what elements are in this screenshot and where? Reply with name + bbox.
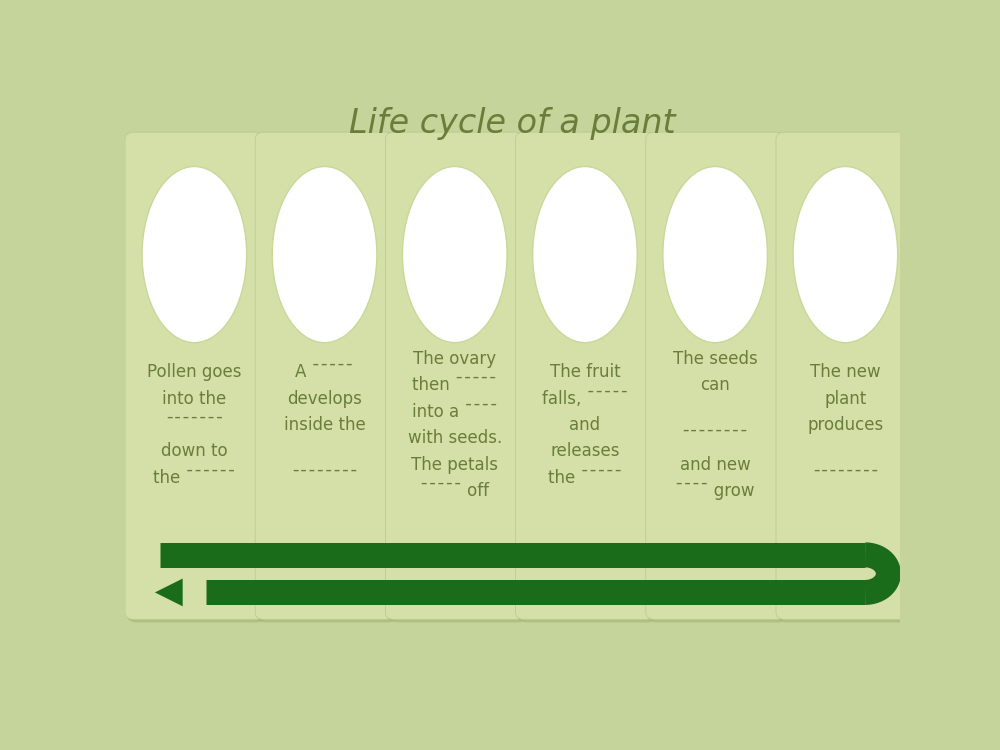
Ellipse shape xyxy=(533,166,637,343)
Text: Pollen goes
into the
¯¯¯¯¯¯¯
down to
the ¯¯¯¯¯¯: Pollen goes into the ¯¯¯¯¯¯¯ down to the… xyxy=(147,363,242,487)
Text: Life cycle of a plant: Life cycle of a plant xyxy=(349,107,676,140)
Text: The fruit
falls, ¯¯¯¯¯
and
releases
the ¯¯¯¯¯: The fruit falls, ¯¯¯¯¯ and releases the … xyxy=(542,363,628,487)
Text: A ¯¯¯¯¯
develops
inside the

¯¯¯¯¯¯¯¯: A ¯¯¯¯¯ develops inside the ¯¯¯¯¯¯¯¯ xyxy=(284,363,365,487)
FancyBboxPatch shape xyxy=(385,132,524,620)
Ellipse shape xyxy=(793,166,898,343)
Text: The seeds
can

¯¯¯¯¯¯¯¯
and new
¯¯¯¯ grow: The seeds can ¯¯¯¯¯¯¯¯ and new ¯¯¯¯ grow xyxy=(673,350,758,500)
Ellipse shape xyxy=(402,166,507,343)
FancyBboxPatch shape xyxy=(648,135,787,622)
FancyBboxPatch shape xyxy=(127,135,266,622)
FancyBboxPatch shape xyxy=(258,135,396,622)
FancyBboxPatch shape xyxy=(125,132,264,620)
FancyBboxPatch shape xyxy=(776,132,915,620)
FancyBboxPatch shape xyxy=(388,135,526,622)
FancyBboxPatch shape xyxy=(778,135,917,622)
FancyBboxPatch shape xyxy=(646,132,785,620)
Ellipse shape xyxy=(272,166,377,343)
Text: The ovary
then ¯¯¯¯¯
into a ¯¯¯¯
with seeds.
The petals
¯¯¯¯¯ off: The ovary then ¯¯¯¯¯ into a ¯¯¯¯ with se… xyxy=(408,350,502,500)
FancyBboxPatch shape xyxy=(516,132,654,620)
Text: The new
plant
produces

¯¯¯¯¯¯¯¯: The new plant produces ¯¯¯¯¯¯¯¯ xyxy=(807,363,883,487)
FancyBboxPatch shape xyxy=(255,132,394,620)
Ellipse shape xyxy=(142,166,247,343)
FancyBboxPatch shape xyxy=(518,135,657,622)
Ellipse shape xyxy=(663,166,767,343)
